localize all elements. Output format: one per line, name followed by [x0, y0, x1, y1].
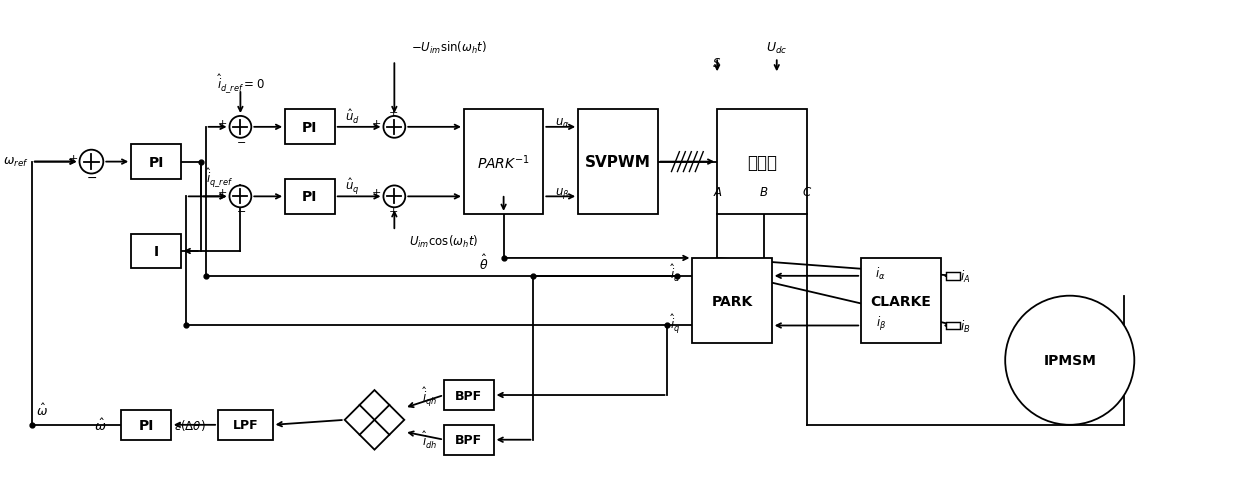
Text: −: − [237, 207, 246, 217]
Text: $\varepsilon(\Delta\theta)$: $\varepsilon(\Delta\theta)$ [174, 417, 206, 432]
Text: $\hat{\theta}$: $\hat{\theta}$ [480, 254, 489, 273]
Text: $\hat{u}_q$: $\hat{u}_q$ [345, 176, 360, 196]
Text: $\hat{i}_{qh}$: $\hat{i}_{qh}$ [422, 384, 436, 407]
FancyBboxPatch shape [861, 259, 941, 343]
Text: $\hat{\omega}$: $\hat{\omega}$ [94, 417, 107, 433]
FancyBboxPatch shape [717, 110, 806, 214]
Circle shape [1006, 296, 1135, 425]
Text: $\hat{u}_d$: $\hat{u}_d$ [345, 108, 360, 126]
Text: −: − [87, 172, 98, 185]
Text: $\hat{\omega}$: $\hat{\omega}$ [36, 402, 47, 418]
FancyBboxPatch shape [122, 410, 171, 440]
Text: $\hat{i}_d$: $\hat{i}_d$ [670, 263, 681, 284]
FancyBboxPatch shape [946, 322, 960, 330]
Text: $\hat{i}_{q\_ref}$: $\hat{i}_{q\_ref}$ [206, 166, 233, 188]
Circle shape [229, 186, 252, 208]
Text: SVPWM: SVPWM [585, 155, 651, 170]
Text: $\hat{i}_{d\_ref}=0$: $\hat{i}_{d\_ref}=0$ [217, 72, 264, 94]
Text: $i_\alpha$: $i_\alpha$ [875, 265, 887, 282]
Circle shape [79, 150, 103, 174]
Text: +: + [388, 207, 398, 217]
Text: C: C [802, 185, 811, 198]
Text: −: − [237, 137, 246, 147]
Text: PI: PI [149, 155, 164, 169]
Text: B: B [760, 185, 768, 198]
Text: $U_{dc}$: $U_{dc}$ [766, 41, 787, 56]
Text: $i_\beta$: $i_\beta$ [875, 314, 887, 332]
Text: IPMSM: IPMSM [1043, 354, 1096, 368]
Text: BPF: BPF [455, 389, 482, 402]
Text: I: I [154, 244, 159, 259]
Text: PARK: PARK [712, 294, 753, 308]
FancyBboxPatch shape [464, 110, 543, 214]
Text: $\hat{i}_{dh}$: $\hat{i}_{dh}$ [422, 429, 436, 450]
Circle shape [229, 117, 252, 138]
Text: S: S [713, 57, 720, 70]
Text: $u_\alpha$: $u_\alpha$ [556, 117, 570, 130]
FancyBboxPatch shape [218, 410, 273, 440]
Text: LPF: LPF [233, 418, 258, 431]
Text: $i_B$: $i_B$ [960, 318, 971, 334]
FancyBboxPatch shape [444, 380, 494, 410]
Text: A: A [713, 185, 722, 198]
Text: $-U_{im}\sin(\omega_h t)$: $-U_{im}\sin(\omega_h t)$ [410, 40, 487, 56]
Text: CLARKE: CLARKE [870, 294, 931, 308]
FancyBboxPatch shape [444, 425, 494, 455]
Text: $i_A$: $i_A$ [960, 268, 971, 284]
FancyBboxPatch shape [946, 273, 960, 280]
FancyBboxPatch shape [131, 234, 181, 269]
Text: +: + [218, 119, 227, 129]
Circle shape [383, 186, 405, 208]
Text: PI: PI [303, 121, 317, 135]
Text: $u_\beta$: $u_\beta$ [556, 185, 569, 200]
Text: $\hat{i}_q$: $\hat{i}_q$ [670, 312, 681, 334]
Text: +: + [388, 108, 398, 118]
Text: 逆变器: 逆变器 [746, 153, 776, 171]
Text: $PARK^{-1}$: $PARK^{-1}$ [477, 153, 529, 171]
Text: PI: PI [139, 418, 154, 432]
FancyBboxPatch shape [692, 259, 771, 343]
FancyBboxPatch shape [578, 110, 657, 214]
FancyBboxPatch shape [285, 110, 335, 145]
Text: $\omega_{ref}$: $\omega_{ref}$ [4, 156, 29, 169]
Text: +: + [218, 188, 227, 198]
FancyBboxPatch shape [131, 145, 181, 180]
Polygon shape [345, 390, 404, 450]
FancyBboxPatch shape [285, 180, 335, 214]
Text: +: + [69, 153, 78, 163]
Text: +: + [372, 188, 381, 198]
Circle shape [383, 117, 405, 138]
Text: +: + [372, 119, 381, 129]
Text: PI: PI [303, 190, 317, 204]
Text: BPF: BPF [455, 433, 482, 446]
Text: $U_{im}\cos(\omega_h t)$: $U_{im}\cos(\omega_h t)$ [409, 233, 479, 249]
